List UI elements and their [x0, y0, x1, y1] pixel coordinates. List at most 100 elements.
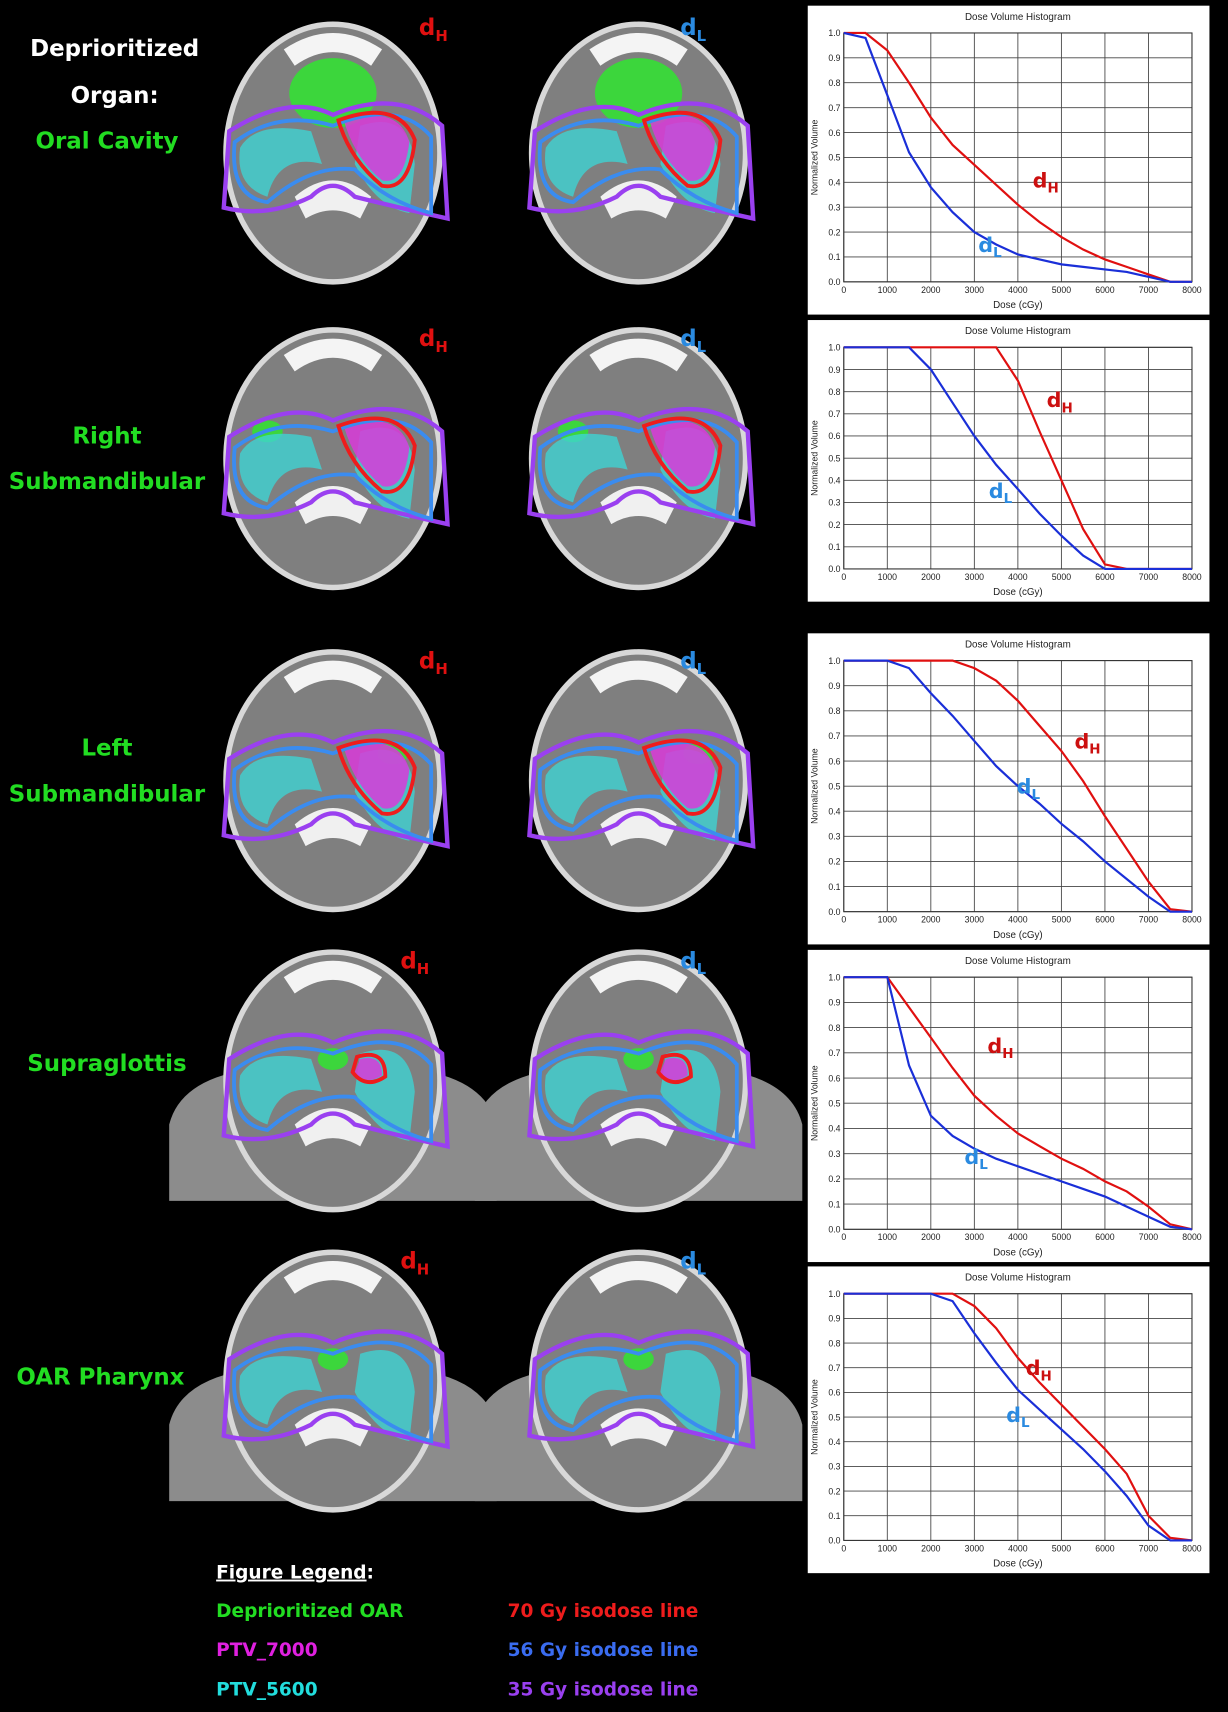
y-tick-label: 1.0	[828, 28, 840, 38]
y-tick-label: 0.0	[828, 1225, 840, 1235]
legend-item: PTV_5600	[216, 1679, 318, 1700]
series-label: dL	[964, 1145, 988, 1173]
ptv-7000	[343, 421, 410, 487]
x-tick-label: 1000	[878, 915, 898, 925]
x-tick-label: 2000	[921, 285, 941, 295]
spine	[294, 1408, 372, 1447]
dvh-chart: Dose Volume Histogram Dose (cGy) Normalize…	[807, 633, 1210, 945]
chart-panel	[807, 949, 1210, 1263]
x-tick-label: 6000	[1095, 572, 1115, 582]
y-tick-label: 0.7	[828, 103, 840, 113]
isodose-56	[537, 1340, 739, 1444]
y-tick-label: 0.1	[828, 1511, 840, 1521]
dvh-line	[843, 976, 1193, 1231]
isodose-70	[336, 416, 417, 494]
series-label-main: d	[1006, 1403, 1021, 1427]
x-axis-label: Dose (cGy)	[993, 1248, 1043, 1259]
y-tick-label: 0.8	[828, 1023, 840, 1033]
x-tick-label: 2000	[921, 1232, 941, 1242]
x-tick-label: 5000	[1052, 915, 1072, 925]
series-label-main: d	[1074, 729, 1089, 753]
dose-label-high-main: d	[400, 1249, 416, 1275]
y-tick-label: 0.5	[828, 453, 840, 463]
jaw-bone	[589, 338, 688, 372]
dose-label-high-sub: H	[435, 338, 447, 356]
spine	[600, 180, 677, 219]
series-label-sub: L	[993, 245, 1002, 261]
dose-label-high-sub: H	[417, 1260, 429, 1278]
isodose-56	[232, 418, 434, 522]
spine	[294, 1108, 372, 1147]
plot-frame	[843, 346, 1193, 570]
heading: Organ:	[71, 83, 159, 109]
x-tick-label: 5000	[1052, 572, 1072, 582]
ct-slice	[474, 1249, 803, 1513]
isodose-35	[221, 728, 450, 849]
y-tick-label: 0.9	[828, 998, 840, 1008]
series-label-main: d	[987, 1034, 1002, 1058]
dose-label-high-sub: H	[435, 27, 447, 45]
x-tick-label: 0	[841, 285, 846, 295]
isodose-35	[527, 406, 756, 527]
series-label-sub: H	[1002, 1046, 1013, 1062]
x-tick-label: 0	[841, 572, 846, 582]
isodose-56	[232, 740, 434, 844]
x-tick-label: 4000	[1008, 572, 1028, 582]
y-tick-label: 0.5	[828, 1099, 840, 1109]
x-tick-label: 5000	[1052, 1232, 1072, 1242]
spine	[294, 180, 372, 219]
y-tick-label: 0.4	[828, 807, 840, 817]
legend-title-suffix: :	[367, 1563, 374, 1584]
series-label: dH	[1026, 1356, 1052, 1384]
ct-slice	[221, 21, 450, 285]
ct-slice	[474, 949, 803, 1213]
x-tick-label: 1000	[878, 572, 898, 582]
ct-slice	[169, 949, 497, 1213]
ptv-5600	[544, 1349, 721, 1442]
ptv-7000	[343, 115, 410, 181]
y-tick-label: 0.9	[828, 365, 840, 375]
dvh-chart: Dose Volume Histogram Dose (cGy) Normalize…	[807, 5, 1210, 315]
isodose-70	[350, 1052, 388, 1084]
dose-label-high-sub: H	[435, 660, 447, 678]
heading: Deprioritized	[30, 36, 199, 62]
y-axis-label: Normalized Volume	[810, 1065, 820, 1141]
legend-title-main: Figure Legend	[216, 1563, 366, 1584]
isodose-56	[232, 112, 434, 216]
y-tick-label: 0.5	[828, 1412, 840, 1422]
series-label-sub: H	[1089, 742, 1100, 758]
y-tick-label: 0.7	[828, 1048, 840, 1058]
isodose-56	[537, 1040, 739, 1144]
series-label: dL	[978, 233, 1002, 261]
ptv-5600	[239, 1349, 415, 1442]
oar	[623, 1048, 654, 1070]
y-tick-label: 0.3	[828, 832, 840, 842]
x-tick-label: 4000	[1008, 1232, 1028, 1242]
x-tick-label: 2000	[921, 1543, 941, 1553]
isodose-35	[221, 406, 450, 527]
series-label: dH	[1047, 388, 1073, 416]
x-axis-label: Dose (cGy)	[993, 1559, 1043, 1570]
y-tick-label: 0.9	[828, 681, 840, 691]
y-tick-label: 0.7	[828, 1363, 840, 1373]
isodose-35	[221, 1029, 450, 1150]
plot-frame	[843, 660, 1193, 913]
dvh-line	[843, 31, 1192, 283]
x-tick-label: 2000	[921, 915, 941, 925]
dose-label-high: dH	[419, 648, 448, 678]
organ-label: Right	[72, 423, 141, 449]
series-label-sub: L	[979, 1157, 988, 1173]
ptv-7000	[343, 743, 410, 809]
dose-label-low-main: d	[680, 326, 696, 352]
chart-title: Dose Volume Histogram	[965, 1273, 1071, 1284]
x-tick-label: 2000	[921, 572, 941, 582]
oar	[594, 58, 683, 128]
spine	[294, 807, 372, 847]
y-tick-label: 0.6	[828, 1388, 840, 1398]
y-tick-label: 0.4	[828, 1124, 840, 1134]
y-tick-label: 0.5	[828, 781, 840, 791]
spine	[600, 807, 677, 847]
y-tick-label: 0.7	[828, 409, 840, 419]
dvh-chart: Dose Volume Histogram Dose (cGy) Normalize…	[807, 1266, 1210, 1574]
